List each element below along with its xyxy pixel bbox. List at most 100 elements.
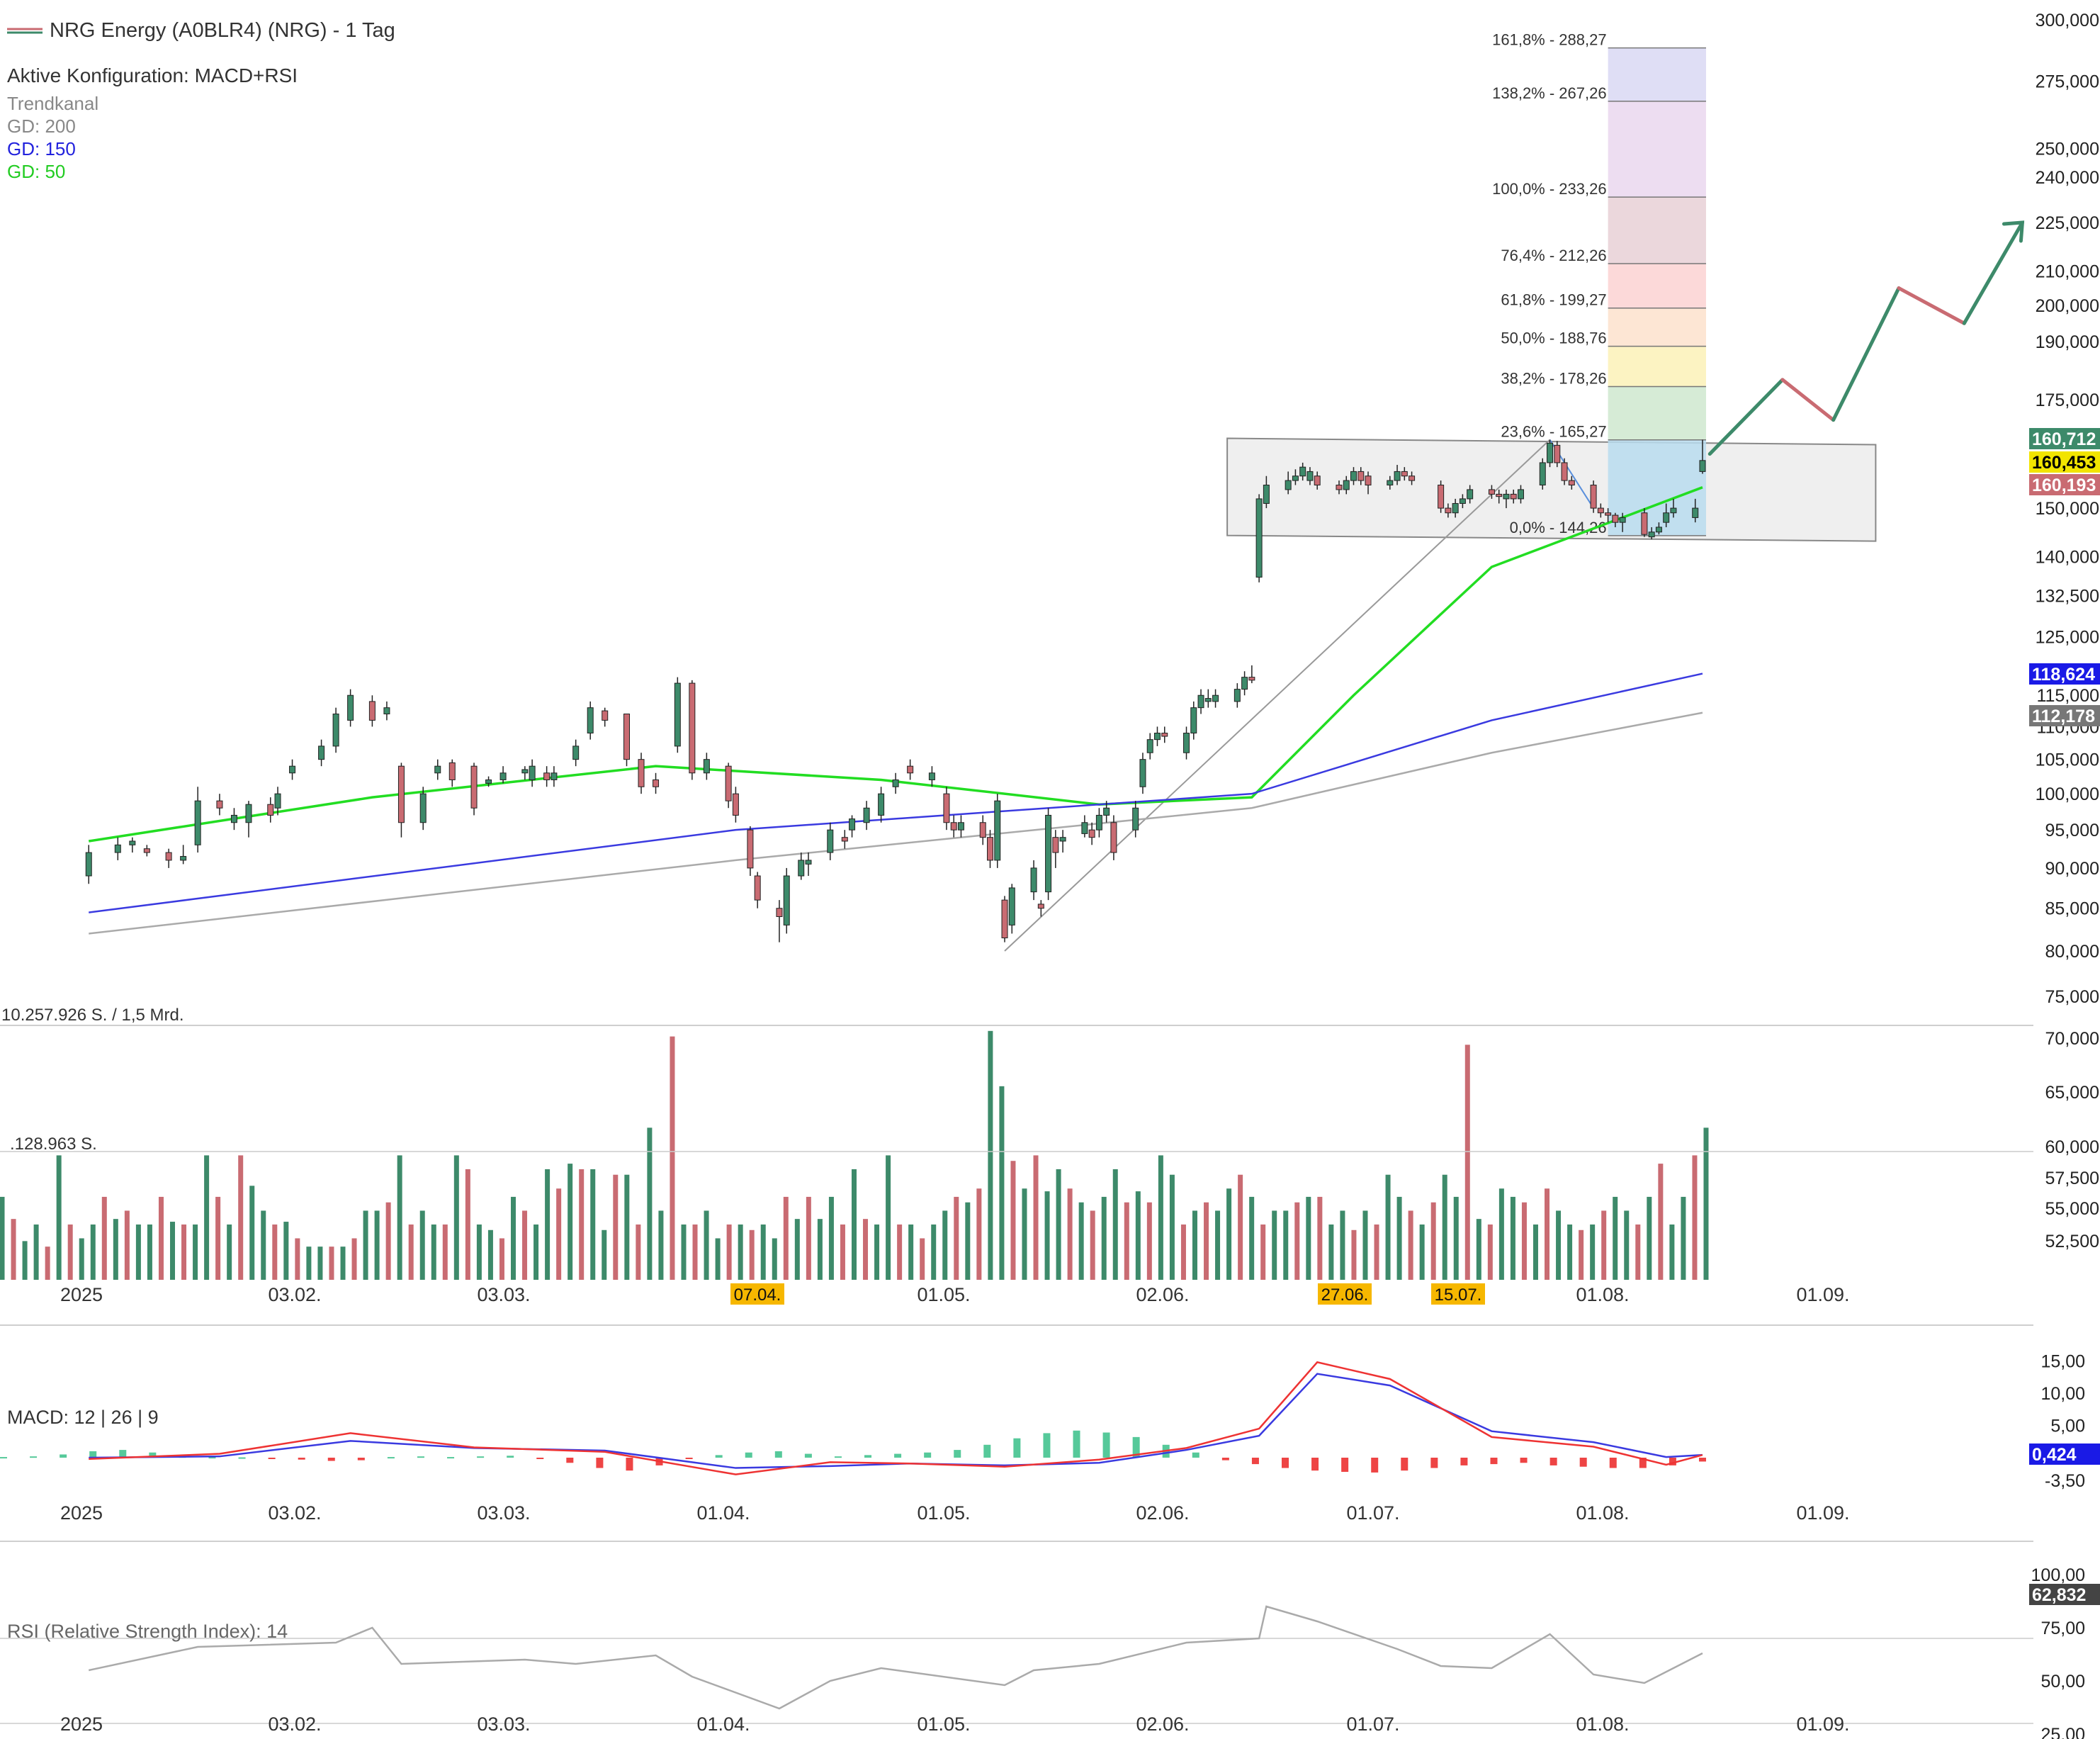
candle-body bbox=[849, 818, 856, 831]
volume-bar bbox=[124, 1210, 130, 1280]
volume-bar bbox=[227, 1224, 232, 1280]
volume-bar bbox=[1294, 1202, 1300, 1280]
macd-histogram-bar bbox=[566, 1458, 574, 1463]
candle-body bbox=[1612, 514, 1619, 523]
candle-body bbox=[1387, 480, 1394, 485]
projection-segment bbox=[1780, 378, 1836, 422]
volume-bar bbox=[238, 1155, 244, 1280]
candle-body bbox=[638, 759, 645, 787]
fib-label: 23,6% - 165,27 bbox=[1501, 423, 1606, 441]
candle-body bbox=[274, 793, 281, 809]
candle-body bbox=[529, 765, 536, 780]
macd-histogram-bar bbox=[1341, 1458, 1349, 1473]
candle-body bbox=[1088, 829, 1095, 838]
price-tag bbox=[2029, 663, 2100, 685]
volume-bar bbox=[602, 1229, 607, 1280]
volume-bar bbox=[397, 1155, 402, 1280]
macd-signal-line bbox=[89, 1373, 1703, 1469]
candle-body bbox=[1438, 484, 1445, 509]
candle-body bbox=[347, 694, 354, 721]
volume-bar bbox=[158, 1196, 164, 1280]
volume-bar bbox=[510, 1196, 516, 1280]
macd-label: MACD: 12 | 26 | 9 bbox=[7, 1407, 159, 1428]
volume-bar bbox=[828, 1196, 834, 1280]
candle-body bbox=[725, 765, 732, 801]
macd-histogram-bar bbox=[298, 1458, 305, 1460]
macd-histogram-bar bbox=[745, 1452, 752, 1458]
price-y-tick: 85,000 bbox=[2045, 899, 2099, 919]
price-tag bbox=[2029, 451, 2100, 473]
candle-body bbox=[1153, 732, 1161, 741]
candle-body bbox=[1255, 498, 1263, 578]
macd-histogram-bar bbox=[1490, 1458, 1498, 1465]
candle-body bbox=[1132, 807, 1139, 831]
volume-bar bbox=[545, 1169, 551, 1280]
candle-body bbox=[1467, 489, 1474, 500]
volume-bar bbox=[1226, 1188, 1232, 1280]
fib-label: 0,0% - 144,26 bbox=[1510, 519, 1607, 536]
legend-trendkanal: Trendkanal bbox=[7, 93, 98, 114]
volume-bar bbox=[840, 1224, 845, 1280]
volume-bars-layer bbox=[0, 1030, 2033, 1280]
macd-histogram-bar bbox=[89, 1451, 97, 1458]
volume-bar bbox=[283, 1222, 289, 1280]
candle-body bbox=[143, 848, 150, 853]
price-y-tick: 90,000 bbox=[2045, 859, 2099, 879]
candle-body bbox=[318, 745, 325, 760]
candle-body bbox=[805, 860, 812, 865]
volume-bar bbox=[658, 1210, 664, 1280]
volume-bar bbox=[1044, 1191, 1050, 1280]
x-axis-label: 01.05. bbox=[917, 1713, 970, 1735]
price-y-tick: 250,000 bbox=[2036, 139, 2099, 159]
price-y-tick: 125,000 bbox=[2036, 627, 2099, 647]
candle-body bbox=[230, 814, 237, 823]
fib-band bbox=[1608, 101, 1706, 198]
candle-body bbox=[1357, 471, 1365, 481]
volume-bar bbox=[1033, 1155, 1039, 1280]
candle-body bbox=[1285, 480, 1292, 490]
candle-body bbox=[448, 762, 456, 780]
x-axis-label: 01.09. bbox=[1796, 1284, 1849, 1305]
volume-bar bbox=[215, 1196, 221, 1280]
volume-bar bbox=[851, 1169, 857, 1280]
rsi-y-tick: 75,00 bbox=[2040, 1619, 2085, 1638]
candle-body bbox=[1641, 512, 1648, 535]
candle-body bbox=[987, 837, 993, 861]
volume-bar bbox=[453, 1155, 459, 1280]
volume-bar bbox=[1545, 1188, 1550, 1280]
rsi-layer bbox=[0, 1605, 2033, 1724]
projection-segment bbox=[1897, 286, 1966, 325]
candle-body bbox=[1670, 507, 1677, 514]
volume-bar bbox=[499, 1238, 504, 1280]
macd-histogram-bar bbox=[894, 1453, 902, 1458]
candle-body bbox=[1663, 512, 1670, 523]
volume-bar bbox=[1464, 1045, 1470, 1280]
macd-histogram-bar bbox=[1132, 1436, 1140, 1458]
price-y-tick: 200,000 bbox=[2036, 296, 2099, 316]
candle-body bbox=[1350, 471, 1357, 481]
volume-y-tick: 57,500 bbox=[2045, 1169, 2099, 1188]
fib-band bbox=[1608, 47, 1706, 101]
price-y-tick: 115,000 bbox=[2036, 686, 2099, 706]
macd-histogram-bar bbox=[1371, 1458, 1379, 1473]
x-axis-label: 03.02. bbox=[268, 1502, 321, 1524]
volume-bar bbox=[1374, 1224, 1379, 1280]
volume-bar bbox=[79, 1238, 84, 1280]
macd-histogram-bar bbox=[954, 1450, 961, 1458]
volume-bar bbox=[351, 1238, 357, 1280]
moving-average-gd200 bbox=[89, 711, 1703, 935]
macd-histogram-bar bbox=[1430, 1458, 1438, 1468]
volume-bar bbox=[738, 1224, 743, 1280]
candle-body bbox=[1517, 489, 1524, 500]
volume-bar bbox=[1681, 1196, 1686, 1280]
macd-histogram-bar bbox=[536, 1458, 544, 1459]
candle-body bbox=[397, 765, 405, 823]
candle-body bbox=[1234, 689, 1241, 702]
price-tag-text: 112,178 bbox=[2032, 707, 2095, 726]
macd-histogram-bar bbox=[0, 1457, 7, 1459]
volume-bar bbox=[726, 1224, 732, 1280]
price-y-tick: 275,000 bbox=[2036, 72, 2099, 92]
volume-bar bbox=[613, 1174, 619, 1280]
trendline bbox=[1004, 439, 1551, 952]
candle-body bbox=[950, 822, 957, 831]
